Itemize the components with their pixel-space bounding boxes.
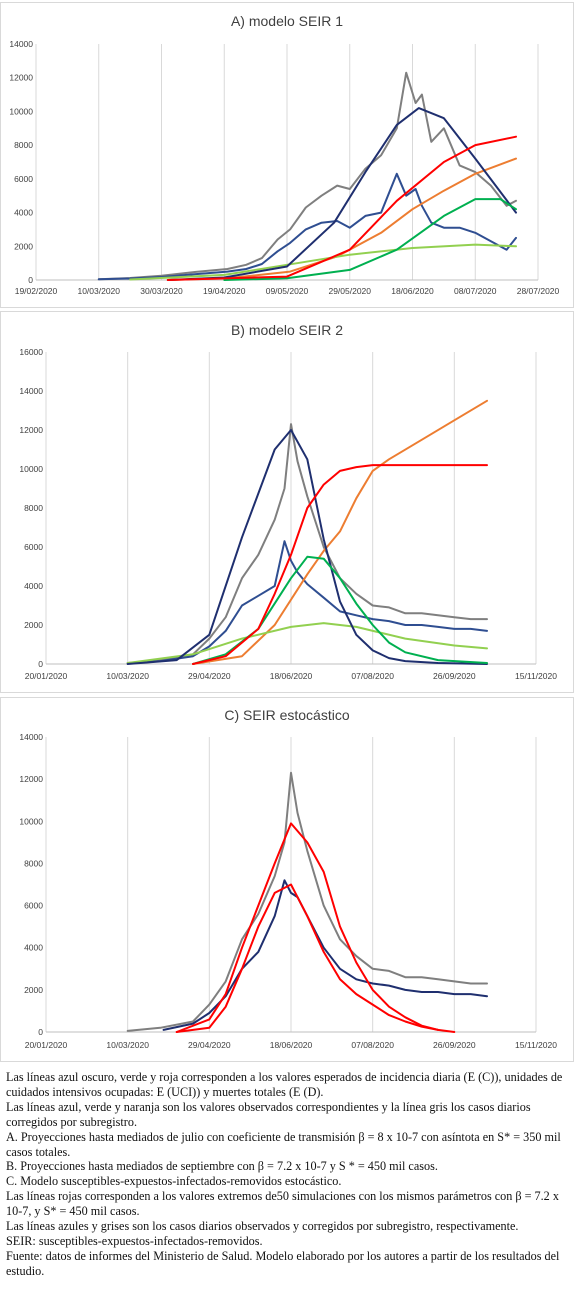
y-tick-label: 12000	[19, 425, 43, 435]
series-line	[126, 622, 488, 664]
y-tick-label: 6000	[24, 542, 43, 552]
caption-line: A. Proyecciones hasta mediados de julio …	[6, 1129, 561, 1159]
series-line	[97, 172, 517, 281]
y-tick-label: 12000	[9, 73, 33, 83]
x-tick-label: 18/06/2020	[270, 1040, 313, 1050]
series-line	[166, 135, 517, 281]
y-tick-label: 0	[38, 1027, 43, 1037]
x-tick-label: 18/06/2020	[270, 671, 313, 681]
series-line	[192, 464, 488, 665]
y-tick-label: 4000	[24, 581, 43, 591]
y-tick-label: 10000	[19, 464, 43, 474]
x-tick-label: 15/11/2020	[515, 1040, 557, 1050]
x-tick-label: 29/04/2020	[188, 671, 231, 681]
chart-title: C) SEIR estocástico	[224, 707, 350, 723]
y-tick-label: 2000	[24, 620, 43, 630]
series-line	[175, 883, 456, 1033]
series-line	[192, 399, 488, 665]
x-tick-label: 29/05/2020	[328, 286, 371, 296]
y-tick-label: 12000	[19, 774, 43, 784]
chart-panel-b: B) modelo SEIR 2 20/01/2020 10/03/2020 29/…	[0, 311, 574, 693]
chart-title: A) modelo SEIR 1	[230, 13, 344, 29]
x-tick-label: 20/01/2020	[25, 671, 68, 681]
series-line	[166, 107, 517, 281]
y-tick-label: 2000	[14, 241, 33, 251]
y-tick-label: 2000	[24, 985, 43, 995]
y-tick-label: 10000	[19, 816, 43, 826]
series-line	[126, 429, 488, 665]
y-tick-label: 16000	[19, 347, 43, 357]
series-line	[97, 71, 517, 281]
y-tick-label: 14000	[9, 39, 33, 49]
series-line	[129, 243, 517, 281]
caption-line: SEIR: susceptibles-expuestos-infectados-…	[6, 1233, 263, 1248]
x-tick-label: 08/07/2020	[454, 286, 497, 296]
caption-line: Las líneas azules y grises son los casos…	[6, 1219, 519, 1234]
y-tick-label: 4000	[14, 208, 33, 218]
chart-a-plot: 19/02/2020 10/03/2020 30/03/2020 19/04/2020…	[9, 39, 560, 296]
x-tick-label: 26/09/2020	[433, 1040, 476, 1050]
caption-line: Fuente: datos de informes del Ministerio…	[6, 1248, 560, 1278]
series-line	[166, 157, 517, 281]
x-tick-label: 10/03/2020	[106, 671, 149, 681]
y-tick-label: 6000	[24, 901, 43, 911]
x-tick-label: 20/01/2020	[25, 1040, 68, 1050]
series-line	[223, 198, 517, 281]
y-tick-label: 14000	[19, 732, 43, 742]
x-tick-label: 19/04/2020	[203, 286, 246, 296]
x-tick-label: 10/03/2020	[77, 286, 120, 296]
figure-caption: Las líneas azul oscuro, verde y roja cor…	[6, 1070, 568, 1279]
x-tick-label: 19/02/2020	[15, 286, 58, 296]
chart-title: B) modelo SEIR 2	[230, 322, 344, 338]
caption-line: Las líneas azul oscuro, verde y roja cor…	[6, 1070, 563, 1099]
series-line	[175, 822, 439, 1033]
y-tick-label: 0	[28, 275, 33, 285]
caption-line: B. Proyecciones hasta mediados de septie…	[6, 1159, 438, 1174]
x-tick-label: 07/08/2020	[351, 671, 394, 681]
y-tick-label: 8000	[24, 503, 43, 513]
caption-line: Las líneas rojas corresponden a los valo…	[6, 1189, 559, 1219]
x-tick-label: 29/04/2020	[188, 1040, 231, 1050]
x-tick-label: 07/08/2020	[351, 1040, 394, 1050]
y-tick-label: 8000	[14, 140, 33, 150]
x-tick-label: 30/03/2020	[140, 286, 183, 296]
series-line	[126, 540, 488, 665]
caption-line: Las líneas azul, verde y naranja son los…	[6, 1099, 531, 1129]
chart-c-plot: 20/01/2020 10/03/2020 29/04/2020 18/06/2020…	[19, 732, 557, 1050]
x-tick-label: 18/06/2020	[391, 286, 434, 296]
x-tick-label: 26/09/2020	[433, 671, 476, 681]
y-tick-label: 6000	[14, 174, 33, 184]
chart-panel-a: A) modelo SEIR 1 19/02/2020 10/03/2020 30/…	[0, 2, 574, 308]
x-tick-label: 15/11/2020	[515, 671, 557, 681]
series-line	[126, 771, 488, 1032]
caption-line: C. Modelo susceptibles-expuestos-infecta…	[6, 1174, 342, 1189]
y-tick-label: 10000	[9, 106, 33, 116]
y-tick-label: 14000	[19, 386, 43, 396]
series-line	[126, 423, 488, 664]
x-tick-label: 09/05/2020	[266, 286, 309, 296]
chart-b-plot: 20/01/2020 10/03/2020 29/04/2020 18/06/2020…	[19, 347, 557, 681]
y-tick-label: 0	[38, 659, 43, 669]
x-tick-label: 28/07/2020	[517, 286, 560, 296]
y-tick-label: 8000	[24, 858, 43, 868]
chart-panel-c: C) SEIR estocástico 20/01/2020 10/03/2020…	[0, 697, 574, 1062]
x-tick-label: 10/03/2020	[106, 1040, 149, 1050]
y-tick-label: 4000	[24, 943, 43, 953]
